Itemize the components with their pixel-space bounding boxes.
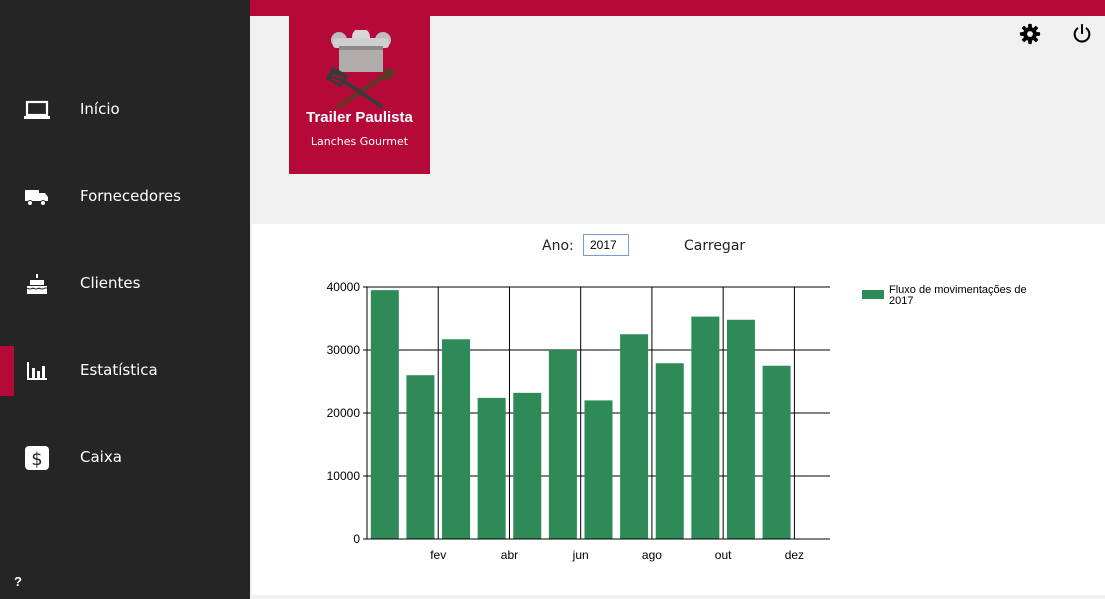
x-tick-label: jun <box>572 548 589 562</box>
year-label: Ano: <box>542 238 574 254</box>
y-tick-label: 10000 <box>327 469 361 483</box>
svg-text:$: $ <box>31 449 42 470</box>
chef-hat-icon <box>326 30 395 108</box>
sidebar-item-fornecedores[interactable]: Fornecedores <box>0 172 250 222</box>
sidebar-item-inicio[interactable]: Início <box>0 85 250 135</box>
sidebar-item-label: Estatística <box>80 361 158 379</box>
chart-bar-abr <box>477 397 506 539</box>
gear-icon[interactable] <box>1019 23 1041 45</box>
legend-swatch <box>862 290 884 299</box>
chart-bar-fev <box>406 375 435 539</box>
chart-bar-mar <box>442 339 471 539</box>
chart-bar-nov <box>726 319 755 539</box>
x-tick-label: out <box>715 548 732 562</box>
y-tick-label: 0 <box>353 532 360 546</box>
brand-logo: Trailer Paulista Lanches Gourmet <box>289 16 430 174</box>
dollar-icon: $ <box>24 446 50 470</box>
sidebar-item-estatistica[interactable]: Estatística <box>0 346 250 396</box>
x-tick-label: fev <box>430 548 446 562</box>
chart-bar-dez <box>762 365 791 539</box>
active-indicator <box>0 346 14 396</box>
sidebar-item-caixa[interactable]: $ Caixa <box>0 433 250 483</box>
chart-axes: 0 10000 20000 30000 40000 fev abr jun ago out dez <box>327 280 830 562</box>
y-tick-label: 20000 <box>327 406 361 420</box>
sidebar-item-label: Caixa <box>80 448 122 466</box>
chart-bar-out <box>691 316 720 539</box>
x-tick-label: abr <box>501 548 518 562</box>
brand-subtitle: Lanches Gourmet <box>310 135 409 148</box>
sidebar-item-label: Fornecedores <box>80 187 181 205</box>
year-input[interactable] <box>583 234 629 256</box>
x-tick-label: dez <box>785 548 804 562</box>
truck-icon <box>24 185 50 209</box>
x-tick-label: ago <box>642 548 662 562</box>
statistics-panel: Ano: Carregar 0 10000 20000 30000 40000 fev ab… <box>252 224 1105 595</box>
legend-label: Fluxo de movimentações de <box>889 284 1027 296</box>
laptop-icon <box>24 98 50 122</box>
legend-label: 2017 <box>889 295 913 307</box>
chart-bar-jul <box>584 400 613 539</box>
bar-chart-icon <box>24 359 50 383</box>
chart-bar-ago <box>620 334 649 539</box>
top-accent-bar <box>250 0 1105 16</box>
sidebar: Início Fornecedores Clientes Estatística… <box>0 0 250 599</box>
chart-bar-jan <box>370 290 399 539</box>
chart-bar-mai <box>513 392 542 539</box>
power-icon[interactable] <box>1071 23 1093 45</box>
chart-bar-jun <box>548 350 577 539</box>
sidebar-item-clientes[interactable]: Clientes <box>0 259 250 309</box>
sidebar-item-label: Início <box>80 100 120 118</box>
sidebar-item-label: Clientes <box>80 274 141 292</box>
cake-icon <box>24 272 50 296</box>
help-button[interactable]: ? <box>14 574 22 589</box>
y-tick-label: 30000 <box>327 343 361 357</box>
chart-bars <box>370 290 791 539</box>
chart-bar-set <box>655 363 684 539</box>
y-tick-label: 40000 <box>327 280 361 294</box>
brand-title: Trailer Paulista <box>306 109 413 126</box>
load-button[interactable]: Carregar <box>684 238 746 254</box>
